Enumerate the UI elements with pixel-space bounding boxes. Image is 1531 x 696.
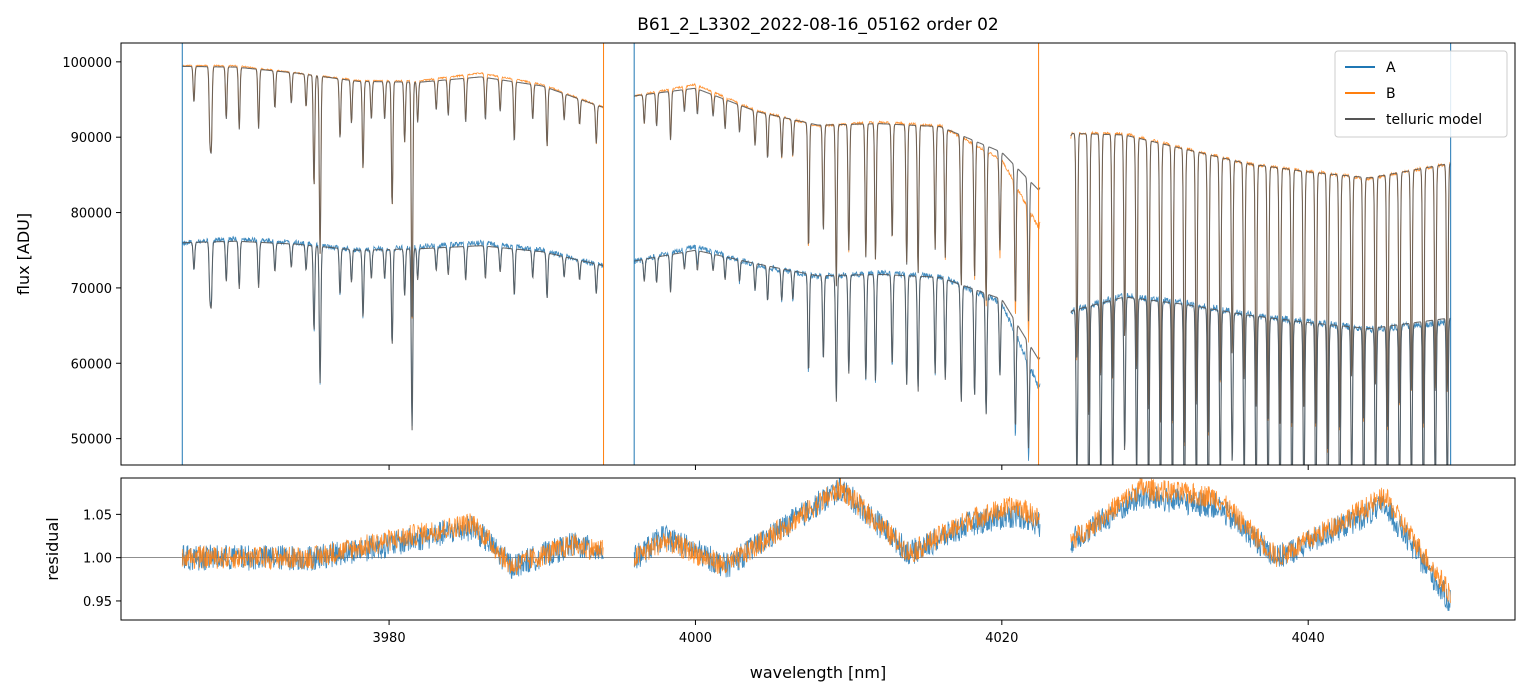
main-y-tick-label: 100000	[62, 56, 112, 71]
legend-label-b: B	[1386, 86, 1396, 102]
main-plot-area	[121, 43, 1515, 465]
x-tick-label: 4000	[679, 631, 712, 646]
main-plot-panel: 50000 60000 70000 80000 90000 100000 flux [AD…	[14, 42, 1516, 470]
residual-b-line	[181, 478, 1451, 603]
x-tick-label: 3980	[373, 631, 406, 646]
legend-label-a: A	[1386, 60, 1396, 76]
main-y-tick-label: 50000	[71, 433, 112, 448]
main-y-tick-label: 90000	[71, 131, 112, 146]
residual-plot-frame	[120, 477, 1516, 621]
residual-y-tick-label: 1.00	[83, 552, 112, 567]
x-tick-label: 4040	[1292, 631, 1325, 646]
telluric-model-a-line	[182, 240, 1451, 465]
residual-plot-panel: 0.95 1.00 1.05 3980 4000 4020 4040 residual w…	[43, 477, 1516, 682]
residual-y-tick-label: 1.05	[83, 508, 112, 523]
x-tick-label: 4020	[985, 631, 1018, 646]
main-y-tick-label: 60000	[71, 357, 112, 372]
telluric-model-b-line	[182, 65, 1451, 450]
main-y-tick-label: 70000	[71, 282, 112, 297]
main-y-axis-label: flux [ADU]	[14, 213, 33, 295]
legend-label-telluric: telluric model	[1386, 112, 1482, 128]
residual-y-axis-label: residual	[43, 517, 62, 580]
main-plot-frame	[120, 42, 1516, 466]
main-y-tick-label: 80000	[71, 207, 112, 222]
legend-box	[1334, 50, 1508, 138]
chart-title: B61_2_L3302_2022-08-16_05162 order 02	[637, 15, 999, 35]
x-axis-label: wavelength [nm]	[750, 663, 887, 682]
residual-y-tick-label: 0.95	[83, 595, 112, 610]
legend: A B telluric model	[1334, 50, 1508, 138]
